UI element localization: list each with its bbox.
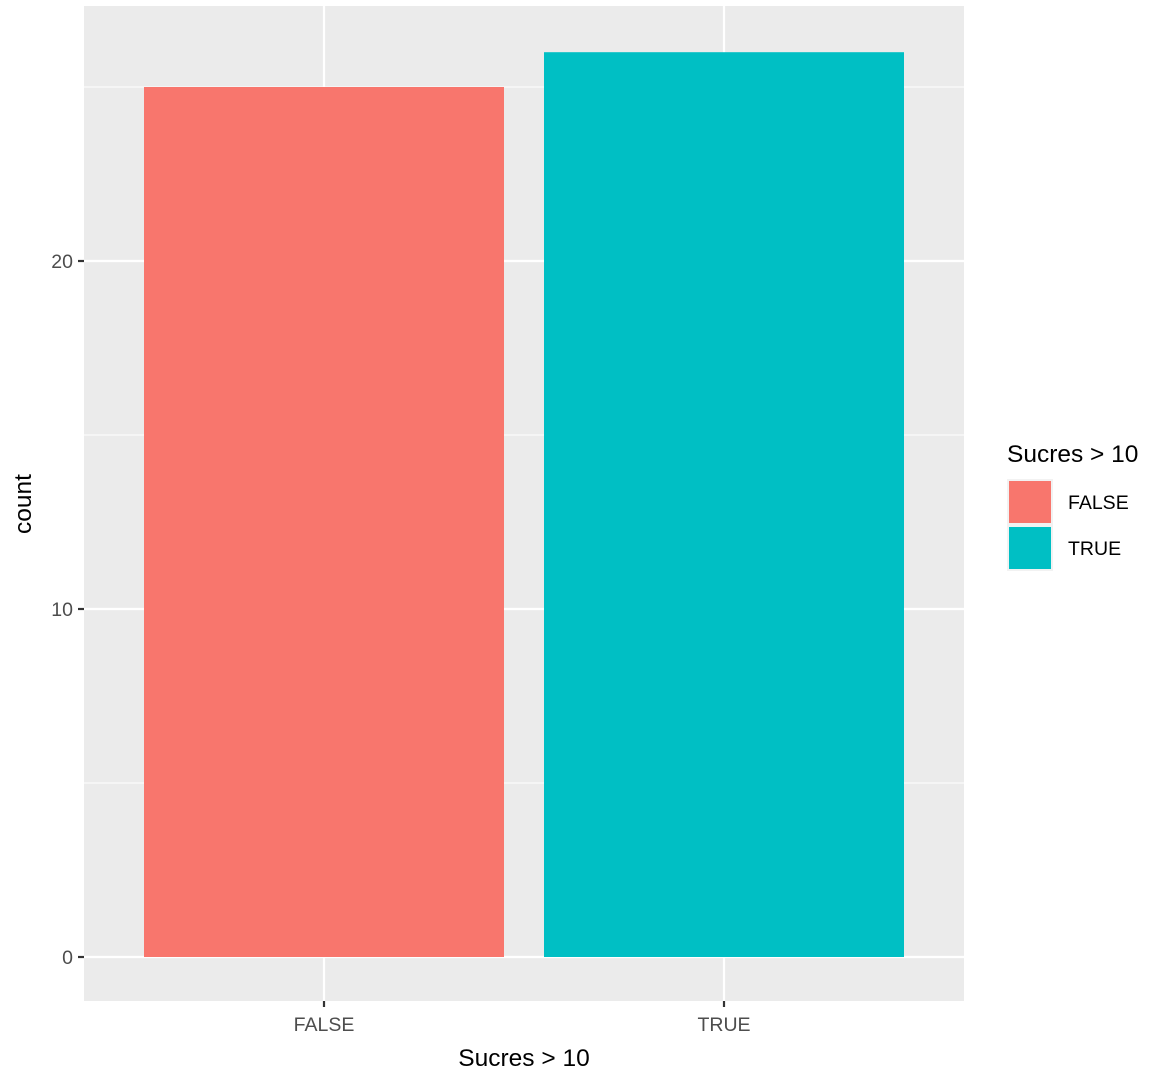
y-axis-title: count (10, 474, 37, 534)
legend-key-false (1009, 481, 1051, 523)
legend-label-true: TRUE (1068, 538, 1121, 560)
bar-false (144, 87, 504, 957)
x-axis: FALSE TRUE (294, 1001, 751, 1036)
y-tick-label-2: 20 (51, 251, 73, 273)
legend-key-true (1009, 527, 1051, 569)
legend-entries: FALSE TRUE (1007, 479, 1129, 571)
legend-title: Sucres > 10 (1007, 441, 1138, 468)
bars (144, 52, 904, 957)
y-tick-label-0: 0 (62, 947, 73, 969)
y-axis: 0 10 20 (51, 251, 84, 969)
x-tick-label-1: TRUE (697, 1014, 750, 1036)
legend-label-false: FALSE (1068, 492, 1129, 514)
legend: Sucres > 10 FALSE TRUE (1007, 441, 1138, 571)
bar-true (544, 52, 904, 957)
x-tick-label-0: FALSE (294, 1014, 355, 1036)
x-axis-title: Sucres > 10 (458, 1045, 589, 1072)
y-tick-label-1: 10 (51, 599, 73, 621)
